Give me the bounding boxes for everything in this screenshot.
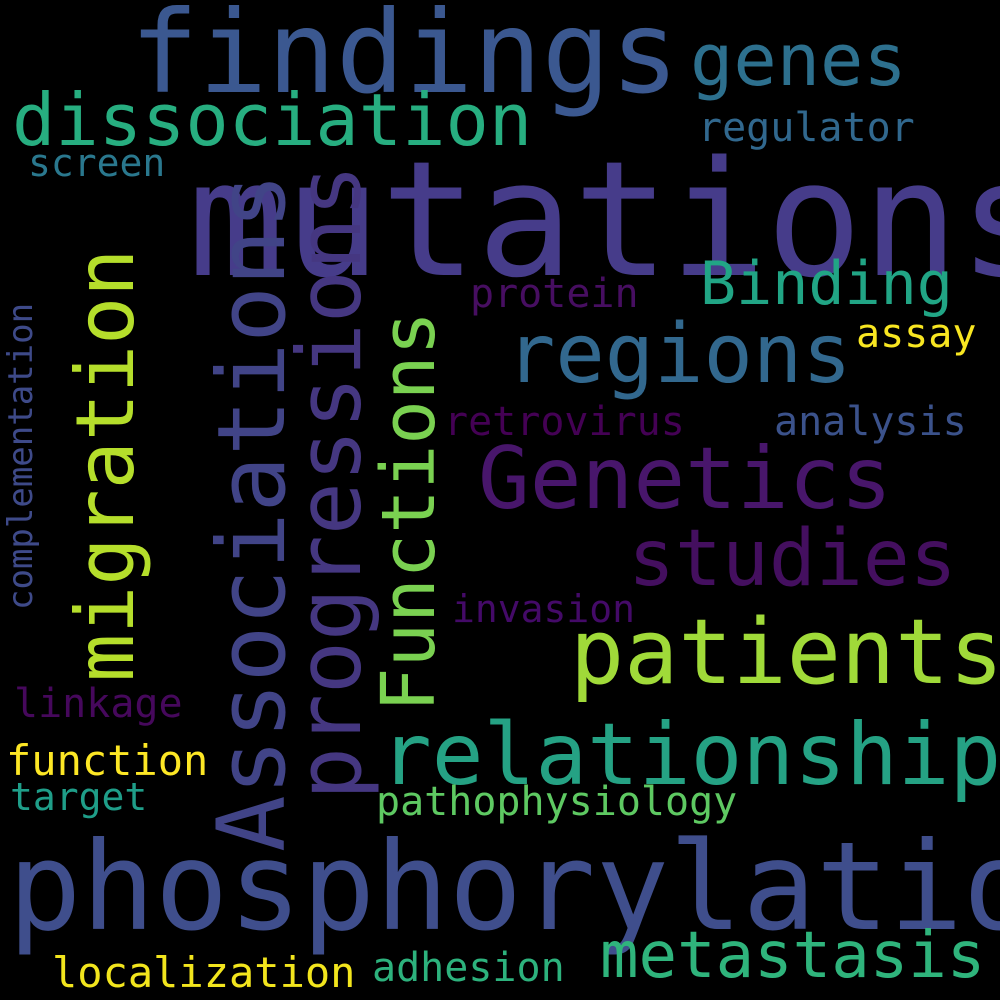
word-protein: protein [470, 271, 639, 317]
word-complementation: complementation [1, 302, 41, 610]
word-regulator: regulator [698, 105, 915, 151]
word-dissociation: dissociation [12, 78, 533, 162]
word-patients: patients [570, 600, 1000, 705]
word-analysis: analysis [774, 399, 967, 445]
word-progressions: progressions [278, 164, 381, 800]
word-retrovirus: retrovirus [444, 399, 685, 445]
word-function: function [6, 736, 209, 785]
word-functions: Functions [366, 311, 452, 712]
word-mutations: mutations [188, 126, 1000, 313]
word-invasion: invasion [452, 587, 636, 631]
word-migration: migration [59, 248, 152, 682]
word-genetics: Genetics [478, 429, 893, 529]
word-metastasis: metastasis [600, 919, 986, 993]
word-linkage: linkage [14, 681, 183, 727]
word-localization: localization [52, 948, 356, 997]
word-regions: regions [506, 307, 852, 402]
word-target: target [10, 775, 148, 819]
word-studies: studies [628, 514, 957, 604]
word-relationship: relationship [380, 705, 1000, 805]
word-assay: assay [856, 311, 977, 357]
word-phosphorylation: phosphorylation [8, 816, 1000, 958]
word-binding: Binding [700, 249, 953, 319]
word-screen: screen [28, 141, 166, 185]
word-genes: genes [690, 18, 907, 102]
word-adhesion: adhesion [372, 945, 565, 991]
word-pathophysiology: pathophysiology [376, 779, 738, 825]
word-findings: findings [130, 0, 680, 119]
